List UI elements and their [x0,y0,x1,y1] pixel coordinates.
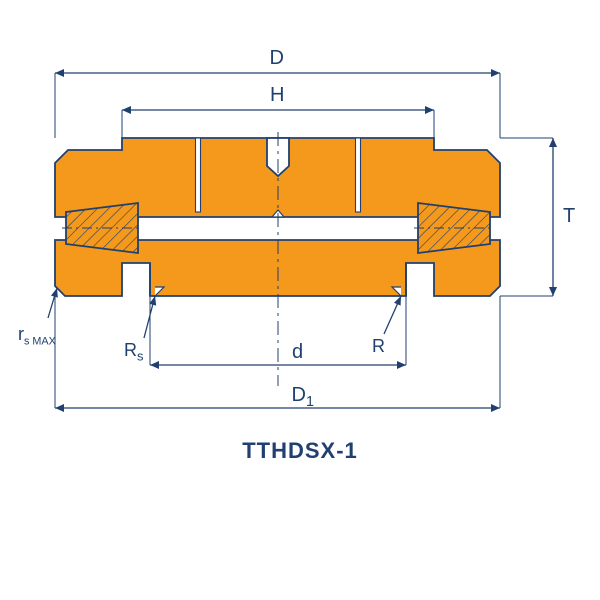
dimension-label-d-outer: D [270,47,284,70]
diagram-canvas: TTHDSX-1 D H d D1 T R Rs rs MAX [0,0,600,600]
dimension-label-rsmax: rs MAX [18,324,56,348]
dimension-label-d-bore: d [292,341,303,364]
diagram-title: TTHDSX-1 [0,438,600,464]
bearing-cross-section [0,0,600,600]
dimension-label-r: R [372,336,385,357]
dimension-label-d1: D1 [292,384,314,410]
dimension-label-rs: Rs [124,340,143,364]
dimension-label-t: T [563,205,575,228]
dimension-label-h: H [270,84,284,107]
